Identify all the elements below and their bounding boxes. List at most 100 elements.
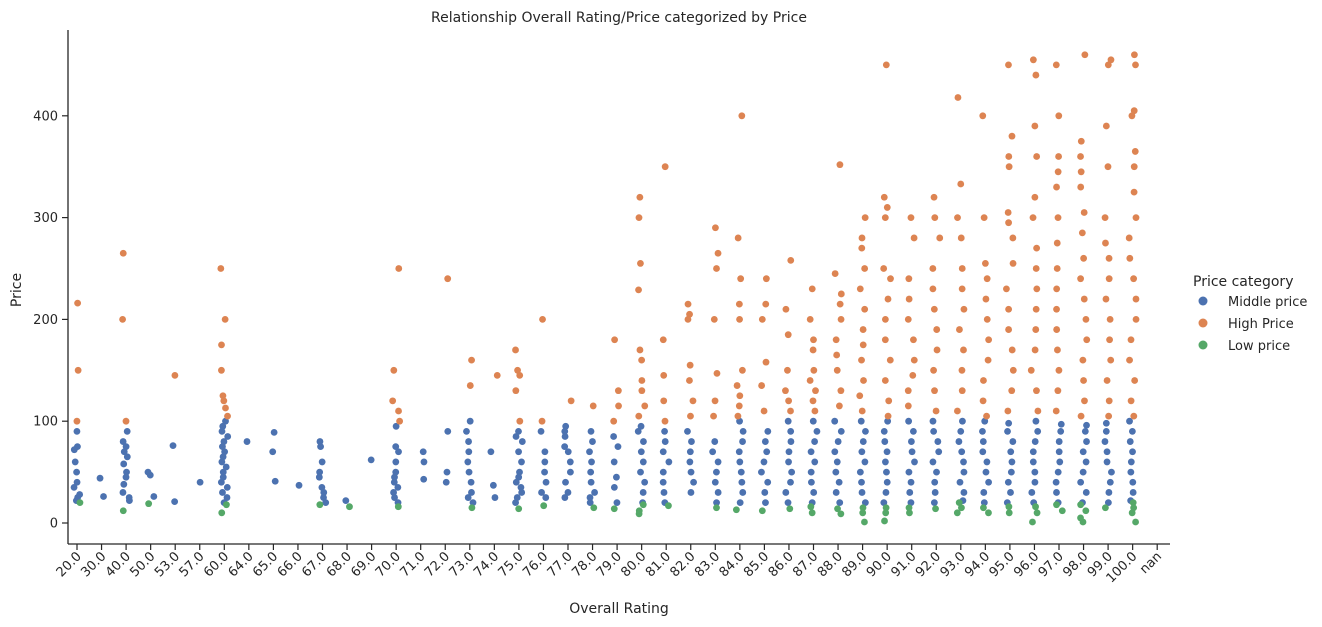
data-point [736,392,744,400]
data-point [1058,507,1066,515]
x-tick-label: 53.0 [152,549,183,580]
data-point [442,478,450,486]
data-point [807,468,815,476]
data-point [786,505,794,513]
data-point [736,499,744,507]
data-point [985,509,992,517]
data-point [660,397,668,405]
data-point [738,478,746,486]
x-tick-label: 97.0 [1036,549,1067,580]
data-point [392,468,400,476]
data-point [636,193,644,201]
data-point [119,316,126,323]
data-point [806,316,814,323]
x-tick-label: 81.0 [643,549,674,580]
x-tick-label: 96.0 [1011,549,1042,580]
data-point [1031,468,1039,476]
data-point [342,497,350,504]
x-tick-label: 87.0 [790,549,821,580]
data-point [957,180,965,188]
x-tick-label: 78.0 [569,549,600,580]
data-point [929,417,937,425]
data-point [905,295,913,303]
data-point [1031,478,1039,486]
data-point [1005,61,1012,69]
data-point [936,234,944,242]
data-point [714,489,722,496]
data-point [223,501,230,509]
x-tick-label: 50.0 [127,549,158,580]
data-point [1057,420,1065,428]
data-point [958,265,966,272]
data-point [444,427,452,435]
x-tick-label: 83.0 [692,549,723,580]
data-point [391,494,398,501]
data-point [739,438,746,445]
x-tick-label: 93.0 [938,549,969,580]
data-point [70,446,78,454]
x-tick-label: 89.0 [839,549,870,580]
data-point [1083,421,1090,429]
data-point [1105,275,1113,283]
data-point [1077,137,1085,145]
data-point [760,407,768,415]
data-point [1005,419,1013,427]
data-point [960,346,967,354]
data-point [1033,387,1040,395]
data-point [465,438,472,445]
data-point [1055,366,1063,374]
data-point [315,473,323,481]
data-point [1130,412,1138,420]
data-point [857,417,865,425]
data-point [1052,478,1060,486]
data-point [934,438,942,445]
data-point [785,458,792,466]
x-tick-label: 30.0 [78,549,109,580]
data-point [689,397,697,405]
data-point [217,478,225,486]
data-point [463,427,470,435]
data-point [1053,305,1060,313]
data-point [1107,56,1115,64]
data-point [224,412,231,420]
data-point [346,503,353,511]
data-point [70,483,78,491]
data-point [911,458,918,466]
data-point [637,260,644,267]
data-point [958,448,966,456]
data-point [396,417,404,425]
x-tick-label: 75.0 [496,549,527,580]
data-point [665,502,672,510]
data-point [1053,501,1060,509]
data-point [73,468,80,476]
data-point [762,358,770,366]
data-point [661,438,669,445]
data-point [660,371,668,379]
data-point [561,443,569,451]
data-point [567,397,575,405]
data-point [763,448,771,456]
data-point [217,265,225,272]
data-point [538,489,545,496]
data-point [957,427,965,435]
data-point [587,478,595,486]
data-point [710,412,717,420]
data-point [714,249,722,257]
data-point [1102,122,1110,130]
data-point [907,214,915,222]
x-tick-label: 74.0 [471,549,502,580]
data-point [764,478,772,486]
data-point [933,326,941,333]
data-point [882,458,889,466]
data-point [809,417,817,425]
data-point [983,412,990,420]
x-tick-label: 68.0 [324,549,355,580]
data-point [1033,509,1041,517]
data-point [787,438,795,445]
data-point [464,458,472,466]
data-point [391,473,398,481]
data-point [562,478,569,486]
data-point [219,422,227,430]
data-point [219,468,227,476]
data-point [169,442,177,450]
